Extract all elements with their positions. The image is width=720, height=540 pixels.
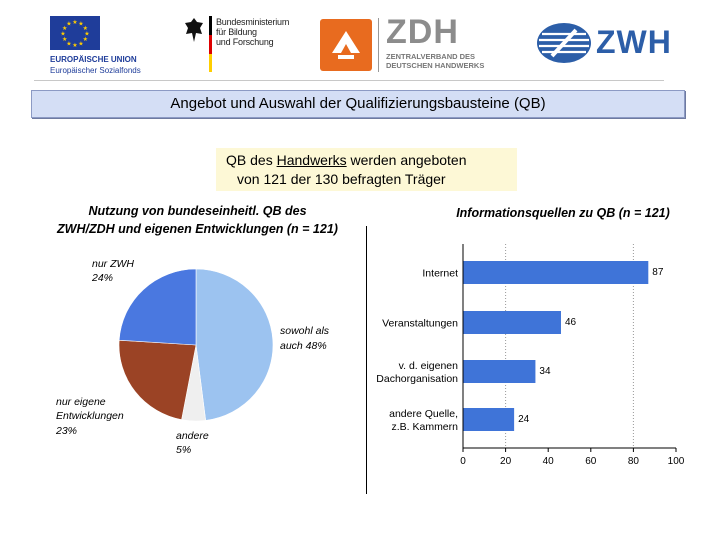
logo-bar: ★ ★ ★ ★ ★ ★ ★ ★ ★ ★ ★ ★ EUROPÄISCHE UNION Europä… (0, 0, 720, 85)
pie-slice (195, 268, 274, 421)
svg-text:★: ★ (78, 21, 83, 28)
eu-text-line1: EUROPÄISCHE UNION (50, 55, 137, 64)
svg-text:★: ★ (66, 40, 71, 47)
eu-text-line2: Europäischer Sozialfonds (50, 66, 141, 75)
pie-title-line2: ZWH/ZDH und eigenen Entwicklungen (n = 1… (57, 222, 338, 236)
bar (463, 360, 536, 383)
pie-label-eigene-l1: nur eigene (56, 396, 106, 408)
pie-label-eigene-l3: 23% (55, 425, 77, 437)
category-label: v. d. eigenen (399, 360, 459, 372)
pie-slice (118, 268, 197, 346)
pie-label-eigene-l2: Entwicklungen (56, 410, 124, 422)
x-tick-label: 100 (668, 456, 685, 467)
pie-title-line1: Nutzung von bundeseinheitl. QB des (88, 204, 307, 218)
x-tick-label: 20 (500, 456, 512, 467)
bar-value-label: 34 (539, 366, 551, 377)
title-band: Angebot und Auswahl der Qualifizierungsb… (31, 90, 685, 118)
zwh-logo-mark (536, 22, 592, 64)
svg-text:★: ★ (72, 42, 77, 49)
category-label: Internet (422, 268, 458, 280)
german-flag-stripe (209, 16, 212, 72)
category-label: Dachorganisation (376, 373, 458, 385)
pie-label-nur-zwh-l2: 24% (91, 272, 113, 284)
x-tick-label: 60 (585, 456, 597, 467)
zdh-logo-mark (318, 17, 374, 73)
zwh-logo-text: ZWH (596, 24, 672, 60)
pie-label-sowohl-l1: sowohl als (280, 325, 330, 337)
zdh-divider-line (378, 18, 379, 72)
bar-chart-title: Informationsquellen zu QB (n = 121) (456, 206, 670, 220)
bar-value-label: 24 (518, 414, 530, 425)
pie-label-andere-l1: andere (176, 430, 209, 442)
bmbf-text-line3: und Forschung (216, 37, 274, 47)
bmbf-text-line1: Bundesministerium (216, 17, 290, 27)
bar-bars: 87 46 34 24 (463, 261, 664, 431)
federal-eagle-icon (183, 16, 205, 44)
header-rule (34, 80, 664, 81)
pie-label-andere-l2: 5% (176, 444, 191, 456)
summary-line1-post: werden angeboten (346, 152, 467, 168)
svg-text:★: ★ (83, 25, 88, 32)
zdh-logo-text: ZDH (386, 13, 459, 51)
eu-flag-logo: ★ ★ ★ ★ ★ ★ ★ ★ ★ ★ ★ ★ (50, 16, 100, 50)
zdh-subtext-line2: DEUTSCHEN HANDWERKS (386, 61, 485, 70)
page-title: Angebot und Auswahl der Qualifizierungsb… (170, 95, 546, 112)
bmbf-logo-text: Bundesministerium für Bildung und Forsch… (216, 17, 289, 47)
bar (463, 311, 561, 334)
category-label: andere Quelle, (389, 408, 458, 420)
pie-slices (118, 268, 274, 422)
svg-text:★: ★ (62, 25, 67, 32)
zdh-logo-subtext: ZENTRALVERBAND DES DEUTSCHEN HANDWERKS (386, 52, 484, 70)
bar-axis: Internet Veranstaltungen v. d. eigenenDach… (376, 244, 685, 467)
svg-text:★: ★ (66, 21, 71, 28)
x-tick-label: 80 (628, 456, 640, 467)
bmbf-text-line2: für Bildung (216, 27, 257, 37)
summary-line1: QB des Handwerks werden angeboten (226, 152, 467, 168)
bar (463, 408, 515, 431)
svg-text:★: ★ (84, 31, 89, 38)
summary-line1-pre: QB des (226, 152, 277, 168)
svg-text:★: ★ (62, 36, 67, 43)
svg-text:★: ★ (78, 40, 83, 47)
bar-chart: 87 46 34 24 Internet Veranstaltungen v. d. ei… (376, 244, 685, 467)
pie-labels: nur ZWH 24% sowohl als auch 48% andere 5… (55, 258, 330, 456)
x-tick-label: 0 (460, 456, 466, 467)
category-label: z.B. Kammern (391, 421, 458, 433)
pie-chart-title: Nutzung von bundeseinheitl. QB des ZWH/Z… (20, 202, 375, 238)
bar-value-label: 87 (652, 267, 664, 278)
summary-line2: von 121 der 130 befragten Träger (237, 171, 446, 187)
pie-label-nur-zwh-l1: nur ZWH (92, 258, 134, 270)
chart-divider (366, 226, 367, 494)
eu-logo-text: EUROPÄISCHE UNION Europäischer Sozialfon… (50, 54, 141, 76)
pie-chart: nur ZWH 24% sowohl als auch 48% andere 5… (55, 258, 330, 456)
category-label: Veranstaltungen (382, 318, 458, 330)
zdh-subtext-line1: ZENTRALVERBAND DES (386, 52, 476, 61)
bar-value-label: 46 (565, 317, 577, 328)
pie-slice (118, 339, 197, 421)
bar (463, 261, 649, 284)
svg-text:★: ★ (83, 36, 88, 43)
svg-text:★: ★ (60, 31, 65, 38)
x-tick-label: 40 (543, 456, 555, 467)
pie-label-sowohl-l2: auch 48% (280, 340, 327, 352)
summary-line1-underlined: Handwerks (276, 152, 347, 168)
svg-text:★: ★ (72, 19, 77, 26)
summary-box: QB des Handwerks werden angeboten von 12… (216, 148, 517, 191)
